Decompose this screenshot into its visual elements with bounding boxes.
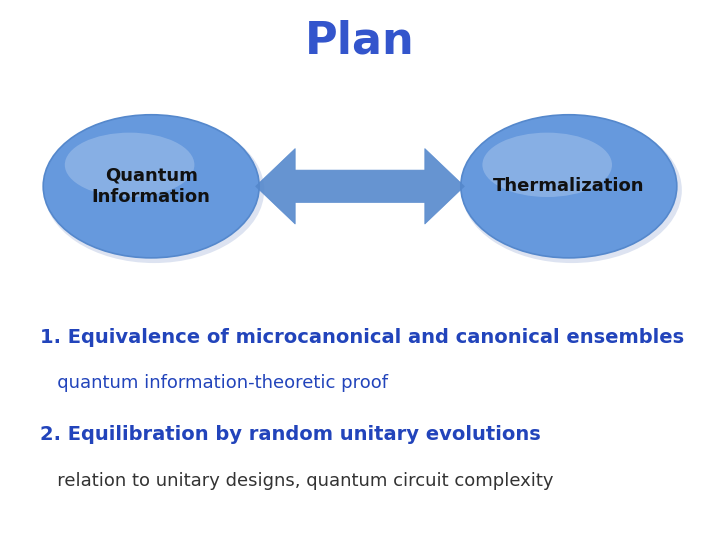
Text: quantum information-theoretic proof: quantum information-theoretic proof	[40, 374, 387, 393]
Polygon shape	[256, 148, 464, 224]
Ellipse shape	[462, 117, 682, 263]
Text: 2. Equilibration by random unitary evolutions: 2. Equilibration by random unitary evolu…	[40, 425, 540, 444]
Text: Plan: Plan	[305, 19, 415, 62]
Ellipse shape	[482, 133, 612, 197]
Ellipse shape	[461, 115, 677, 258]
Ellipse shape	[65, 133, 194, 197]
Text: Thermalization: Thermalization	[493, 177, 644, 195]
Ellipse shape	[44, 117, 264, 263]
Text: 1. Equivalence of microcanonical and canonical ensembles: 1. Equivalence of microcanonical and can…	[40, 328, 684, 347]
Text: relation to unitary designs, quantum circuit complexity: relation to unitary designs, quantum cir…	[40, 471, 553, 490]
Text: Quantum
Information: Quantum Information	[91, 167, 211, 206]
Ellipse shape	[43, 115, 259, 258]
